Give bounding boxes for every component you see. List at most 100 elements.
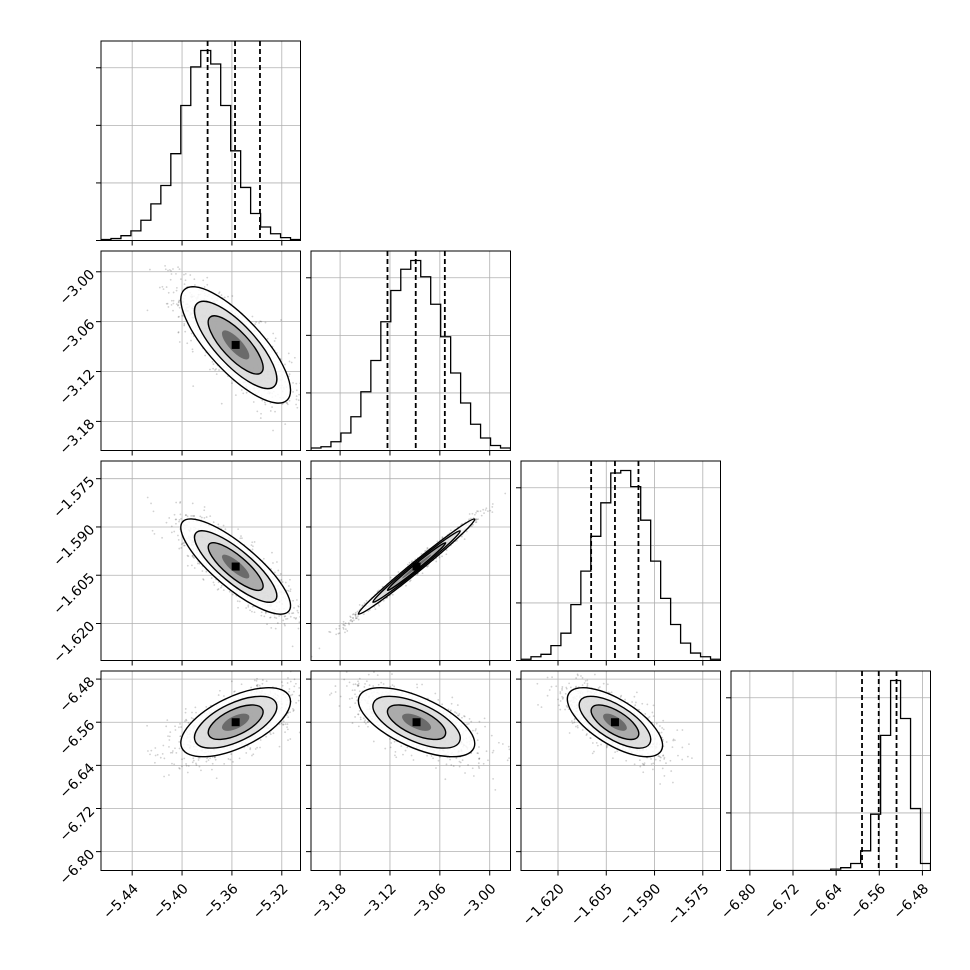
scatter-point	[445, 549, 448, 552]
scatter-point	[279, 573, 282, 575]
scatter-point	[347, 622, 350, 625]
scatter-point	[205, 705, 208, 708]
scatter-point	[177, 316, 180, 318]
scatter-point	[355, 617, 357, 620]
scatter-point	[178, 747, 181, 750]
scatter-point	[264, 321, 267, 324]
scatter-point	[180, 546, 183, 549]
scatter-point	[342, 626, 345, 629]
scatter-point	[251, 610, 253, 613]
scatter-point	[297, 699, 300, 702]
scatter-point	[199, 515, 202, 518]
scatter-point	[183, 323, 186, 325]
scatter-point	[354, 613, 357, 616]
scatter-point	[178, 520, 180, 523]
scatter-point	[217, 694, 220, 696]
scatter-point	[256, 685, 259, 688]
scatter-point	[195, 764, 198, 766]
scatter-point	[460, 535, 463, 538]
scatter-point	[266, 337, 269, 340]
scatter-point	[249, 747, 252, 749]
scatter-point	[220, 586, 222, 589]
scatter-point	[179, 502, 181, 504]
scatter-point	[306, 628, 308, 630]
scatter-point	[179, 722, 181, 725]
scatter-point	[349, 616, 352, 619]
scatter-point	[286, 726, 288, 729]
scatter-point	[183, 283, 186, 285]
scatter-point	[334, 607, 336, 609]
scatter-point	[184, 514, 187, 517]
scatter-point	[247, 605, 250, 608]
scatter-point	[420, 553, 423, 555]
scatter-point	[292, 709, 295, 711]
scatter-point	[245, 391, 248, 394]
scatter-point	[175, 518, 178, 521]
scatter-point	[389, 576, 392, 579]
scatter-point	[328, 630, 331, 633]
scatter-point	[211, 762, 214, 765]
density-panel	[146, 496, 336, 648]
scatter-point	[198, 765, 201, 768]
scatter-point	[311, 428, 313, 430]
scatter-point	[294, 682, 297, 685]
scatter-point	[198, 562, 201, 565]
scatter-point	[374, 608, 377, 611]
scatter-point	[203, 509, 206, 512]
scatter-point	[302, 610, 304, 612]
scatter-point	[468, 518, 471, 521]
scatter-point	[357, 618, 360, 621]
scatter-point	[292, 599, 294, 602]
scatter-point	[205, 760, 208, 763]
scatter-point	[241, 537, 243, 540]
scatter-point	[491, 503, 494, 505]
scatter-point	[191, 502, 194, 505]
scatter-point	[287, 352, 290, 355]
scatter-point	[194, 706, 197, 709]
scatter-point	[163, 775, 166, 778]
scatter-point	[251, 605, 254, 608]
scatter-point	[297, 399, 300, 402]
scatter-point	[170, 303, 173, 306]
scatter-point	[292, 391, 294, 393]
scatter-point	[170, 269, 172, 272]
scatter-point	[240, 389, 243, 391]
scatter-point	[146, 496, 149, 499]
scatter-point	[175, 289, 178, 292]
scatter-point	[282, 619, 285, 622]
scatter-point	[302, 398, 304, 400]
scatter-point	[265, 680, 268, 683]
scatter-point	[231, 382, 233, 385]
scatter-point	[351, 620, 354, 623]
scatter-point	[305, 713, 307, 715]
scatter-point	[211, 768, 213, 771]
scatter-point	[178, 547, 181, 550]
scatter-point	[284, 615, 287, 618]
scatter-point	[175, 272, 177, 275]
scatter-point	[441, 555, 443, 558]
scatter-point	[291, 612, 293, 615]
scatter-point	[298, 393, 301, 396]
scatter-point	[489, 509, 492, 512]
scatter-point	[275, 617, 278, 620]
scatter-point	[288, 360, 291, 363]
scatter-point	[252, 401, 255, 403]
scatter-point	[491, 506, 494, 508]
scatter-point	[168, 268, 171, 271]
scatter-point	[214, 758, 217, 761]
scatter-point	[175, 286, 178, 289]
scatter-point	[209, 515, 212, 518]
scatter-point	[192, 759, 195, 762]
scatter-point	[223, 695, 225, 697]
scatter-point	[183, 757, 186, 760]
scatter-point	[203, 506, 206, 508]
scatter-point	[411, 560, 413, 563]
scatter-point	[295, 403, 297, 406]
scatter-point	[238, 757, 241, 760]
scatter-point	[269, 616, 272, 619]
scatter-point	[351, 613, 354, 616]
scatter-point	[283, 623, 286, 626]
scatter-point	[224, 528, 227, 531]
scatter-point	[173, 513, 176, 516]
scatter-point	[315, 414, 317, 416]
